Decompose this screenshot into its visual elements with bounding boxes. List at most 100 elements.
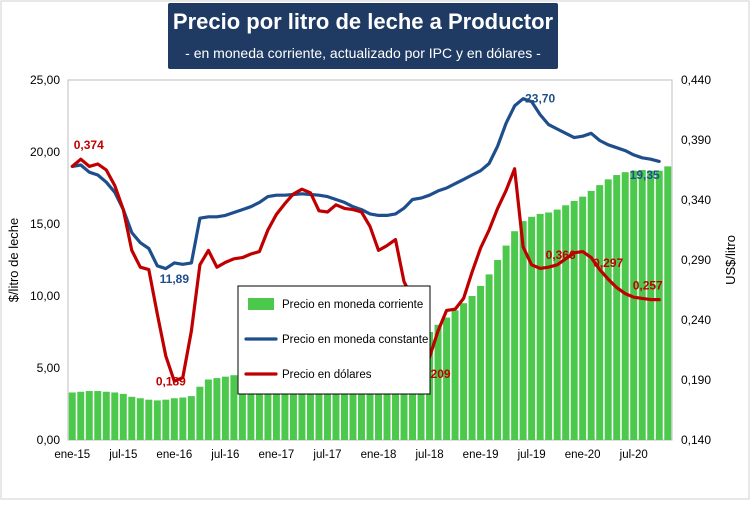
axes-layer: 0,00 5,00 10,00 15,00 20,00 25,00 0,140 0,190 0,… [6, 73, 738, 461]
y-right-tick-label: 0,440 [681, 73, 711, 87]
bar-corriente [94, 391, 102, 440]
bar-corriente [383, 353, 391, 440]
bar-corriente [221, 376, 229, 440]
bar-corriente [315, 361, 323, 440]
y-right-tick-label: 0,140 [681, 433, 711, 447]
data-label: 0,366 [546, 248, 576, 262]
x-tick-label: ene-19 [463, 449, 499, 461]
bar-corriente [358, 356, 365, 440]
data-label: 0,297 [593, 256, 623, 270]
bar-corriente [604, 179, 612, 441]
bars-layer [68, 166, 672, 441]
bar-corriente [68, 392, 76, 440]
y-left-tick-label: 0,00 [37, 433, 61, 447]
data-label: 0,374 [74, 138, 104, 152]
x-tick-label: jul-15 [108, 449, 137, 461]
bar-corriente [613, 175, 621, 441]
bar-corriente [519, 221, 527, 440]
data-label: 0,257 [633, 279, 663, 293]
y-left-tick-label: 5,00 [37, 361, 61, 375]
bar-corriente [451, 310, 459, 440]
chart-title: Precio por litro de leche a Productor [172, 9, 554, 34]
bar-corriente [323, 360, 331, 440]
y-left-tick-label: 15,00 [30, 217, 60, 231]
bar-corriente [162, 399, 170, 440]
bar-corriente [332, 360, 340, 440]
bar-corriente [349, 357, 357, 440]
y-right-tick-label: 0,240 [681, 313, 711, 327]
x-tick-label: jul-16 [210, 449, 239, 461]
legend-label: Precio en moneda corriente [282, 299, 423, 311]
data-label: 23,70 [525, 92, 555, 106]
bar-corriente [187, 396, 195, 440]
bar-corriente [375, 355, 382, 440]
bar-corriente [468, 296, 476, 440]
bar-corriente [511, 231, 519, 440]
bar-corriente [570, 200, 578, 440]
labels-layer: 0,3740,18911,890,20923,700,3660,29719,35… [74, 92, 663, 389]
bar-corriente [579, 196, 587, 440]
y-left-tick-label: 20,00 [30, 145, 60, 159]
bar-corriente [247, 372, 255, 440]
bar-corriente [545, 212, 553, 440]
x-tick-label: jul-19 [517, 449, 546, 461]
legend-label: Precio en dólares [282, 369, 372, 381]
bar-corriente [562, 205, 570, 440]
x-tick-label: ene-15 [54, 449, 90, 461]
bar-corriente [145, 399, 153, 440]
bar-corriente [136, 398, 144, 440]
bar-corriente [460, 303, 468, 440]
bar-corriente [111, 392, 119, 440]
bar-corriente [102, 391, 110, 440]
bar-corriente [204, 379, 212, 440]
bar-corriente [553, 209, 561, 440]
bar-corriente [587, 190, 595, 440]
bar-corriente [213, 378, 221, 440]
bar-corriente [340, 359, 348, 440]
bar-corriente [238, 373, 246, 440]
bar-corriente [77, 391, 85, 440]
legend: Precio en moneda corriente Precio en mone… [237, 285, 431, 395]
line-dolares [70, 157, 661, 383]
bar-corriente [119, 393, 127, 440]
y-right-tick-label: 0,190 [681, 373, 711, 387]
bar-corriente [85, 391, 93, 440]
y-right-tick-label: 0,290 [681, 253, 711, 267]
y-left-tick-label: 10,00 [30, 289, 60, 303]
bar-corriente [664, 166, 672, 440]
bar-corriente [655, 170, 663, 440]
data-label: 11,89 [160, 272, 190, 286]
bar-corriente [485, 274, 493, 440]
bar-corriente [196, 386, 204, 440]
y-right-tick-label: 0,340 [681, 193, 711, 207]
bar-corriente [281, 366, 289, 440]
bar-corriente [638, 170, 646, 440]
x-tick-label: ene-17 [259, 449, 295, 461]
bar-corriente [289, 365, 297, 440]
x-tick-label: ene-18 [361, 449, 397, 461]
bar-corriente [366, 355, 374, 440]
bar-corriente [128, 396, 136, 440]
line-constante [70, 97, 661, 271]
x-tick-label: ene-20 [565, 449, 601, 461]
bar-corriente [477, 285, 485, 440]
x-tick-label: jul-17 [312, 449, 341, 461]
bar-corriente [153, 400, 161, 440]
bar-corriente [306, 362, 314, 440]
bar-corriente [179, 397, 187, 440]
bar-corriente [502, 245, 510, 440]
bar-corriente [596, 185, 604, 440]
bar-corriente [443, 317, 451, 440]
bar-corriente [494, 260, 502, 440]
chart-subtitle: - en moneda corriente, actualizado por I… [185, 45, 541, 61]
legend-swatch-bar [248, 298, 274, 310]
bar-corriente [528, 216, 536, 440]
bar-corriente [392, 350, 400, 440]
bar-corriente [434, 324, 442, 440]
bar-corriente [298, 363, 306, 440]
y-right-tick-label: 0,390 [681, 133, 711, 147]
bar-corriente [630, 170, 638, 440]
bar-corriente [255, 370, 263, 440]
